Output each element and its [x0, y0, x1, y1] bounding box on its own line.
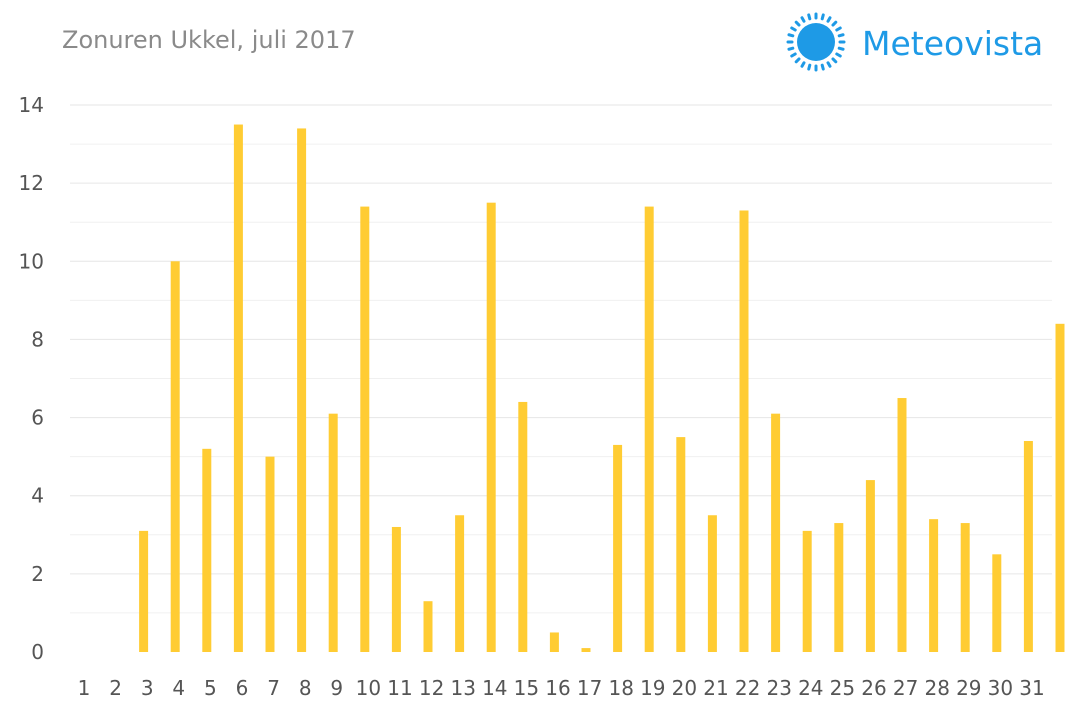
bar-day-14 — [518, 401, 528, 652]
y-tick-label: 14 — [19, 93, 44, 117]
sun-ray — [837, 46, 845, 51]
bar-day-17 — [613, 444, 623, 652]
bars — [139, 124, 1065, 653]
bar-day-24 — [834, 523, 844, 652]
bar-day-21 — [739, 210, 749, 652]
x-tick-label: 1 — [78, 676, 91, 700]
bar-day-26 — [897, 398, 907, 652]
x-tick-label: 27 — [893, 676, 918, 700]
x-tick-label: 31 — [1019, 676, 1044, 700]
bar-day-22 — [771, 413, 781, 652]
x-tick-label: 14 — [482, 676, 507, 700]
x-tick-label: 22 — [735, 676, 760, 700]
x-tick-label: 13 — [450, 676, 475, 700]
sun-ray — [835, 26, 842, 32]
x-tick-label: 3 — [141, 676, 154, 700]
bar-day-16 — [581, 648, 591, 652]
sun-ray — [820, 63, 825, 71]
x-tick-label: 23 — [766, 676, 791, 700]
bar-day-4 — [202, 448, 212, 652]
x-tick-label: 8 — [299, 676, 312, 700]
bar-day-31 — [1055, 323, 1065, 652]
sun-ray — [826, 61, 832, 68]
sun-ray — [794, 57, 801, 64]
bar-day-6 — [265, 456, 275, 652]
chart-title: Zonuren Ukkel, juli 2017 — [62, 26, 356, 54]
sun-ray — [837, 33, 845, 38]
y-tick-label: 4 — [31, 484, 44, 508]
bar-day-30 — [1023, 441, 1033, 652]
sun-ray — [807, 13, 812, 21]
bar-day-27 — [929, 519, 939, 652]
bar-day-18 — [644, 206, 654, 653]
sun-ray — [826, 16, 832, 23]
x-tick-label: 30 — [988, 676, 1013, 700]
bar-day-2 — [139, 530, 149, 652]
bar-day-7 — [297, 128, 307, 652]
x-tick-label: 28 — [924, 676, 949, 700]
bar-day-29 — [992, 554, 1002, 652]
bar-day-9 — [360, 206, 370, 653]
x-tick-label: 19 — [640, 676, 665, 700]
sun-ray — [800, 61, 806, 68]
x-tick-label: 9 — [330, 676, 343, 700]
x-tick-label: 12 — [419, 676, 444, 700]
x-tick-label: 24 — [798, 676, 823, 700]
x-tick-label: 2 — [109, 676, 122, 700]
bar-day-20 — [707, 515, 717, 652]
x-tick-label: 11 — [387, 676, 412, 700]
x-tick-label: 20 — [672, 676, 697, 700]
x-tick-label: 26 — [861, 676, 886, 700]
bar-day-12 — [455, 515, 465, 652]
x-tick-label: 10 — [356, 676, 381, 700]
sun-ray — [800, 16, 806, 23]
y-tick-label: 6 — [31, 406, 44, 430]
x-tick-label: 18 — [608, 676, 633, 700]
sun-ray — [787, 46, 795, 51]
x-tick-label: 16 — [545, 676, 570, 700]
x-tick-label: 7 — [267, 676, 280, 700]
sun-ray — [790, 52, 797, 58]
x-tick-label: 6 — [236, 676, 249, 700]
y-tick-label: 10 — [19, 249, 44, 273]
sun-ray — [794, 20, 801, 27]
brand-logo: Meteovista — [784, 10, 1054, 74]
bar-day-19 — [676, 437, 686, 652]
y-tick-label: 2 — [31, 562, 44, 586]
bar-day-11 — [423, 601, 433, 652]
sun-ray — [831, 57, 838, 64]
x-axis-ticks: 1 2 3 4 5 6 7 8 9 10 11 12 13 14 15 16 17 18 19 20 21 22 23 24 2… — [78, 676, 1045, 700]
bar-day-8 — [328, 413, 338, 652]
sun-ray — [820, 13, 825, 21]
y-axis-ticks: 0 2 4 6 8 10 12 14 — [19, 93, 44, 664]
bar-day-25 — [865, 480, 875, 652]
bar-day-13 — [486, 202, 496, 652]
y-tick-label: 8 — [31, 327, 44, 351]
bar-day-15 — [549, 632, 559, 652]
sun-ray — [790, 26, 797, 32]
sun-ray — [807, 63, 812, 71]
x-tick-label: 29 — [956, 676, 981, 700]
y-tick-label: 12 — [19, 171, 44, 195]
gridlines — [70, 104, 1052, 614]
x-tick-label: 4 — [172, 676, 185, 700]
bar-day-3 — [170, 261, 180, 652]
brand-name: Meteovista — [862, 24, 1044, 63]
x-tick-label: 25 — [830, 676, 855, 700]
sun-icon — [786, 12, 846, 72]
x-tick-label: 21 — [703, 676, 728, 700]
x-tick-label: 5 — [204, 676, 217, 700]
bar-day-5 — [233, 124, 243, 653]
sun-ray — [835, 52, 842, 58]
x-tick-label: 17 — [577, 676, 602, 700]
sun-ray — [787, 33, 795, 38]
sun-ray — [831, 20, 838, 27]
bar-day-28 — [960, 523, 970, 652]
x-tick-label: 15 — [514, 676, 539, 700]
bar-day-23 — [802, 530, 812, 652]
bar-day-10 — [391, 526, 401, 652]
y-tick-label: 0 — [31, 640, 44, 664]
